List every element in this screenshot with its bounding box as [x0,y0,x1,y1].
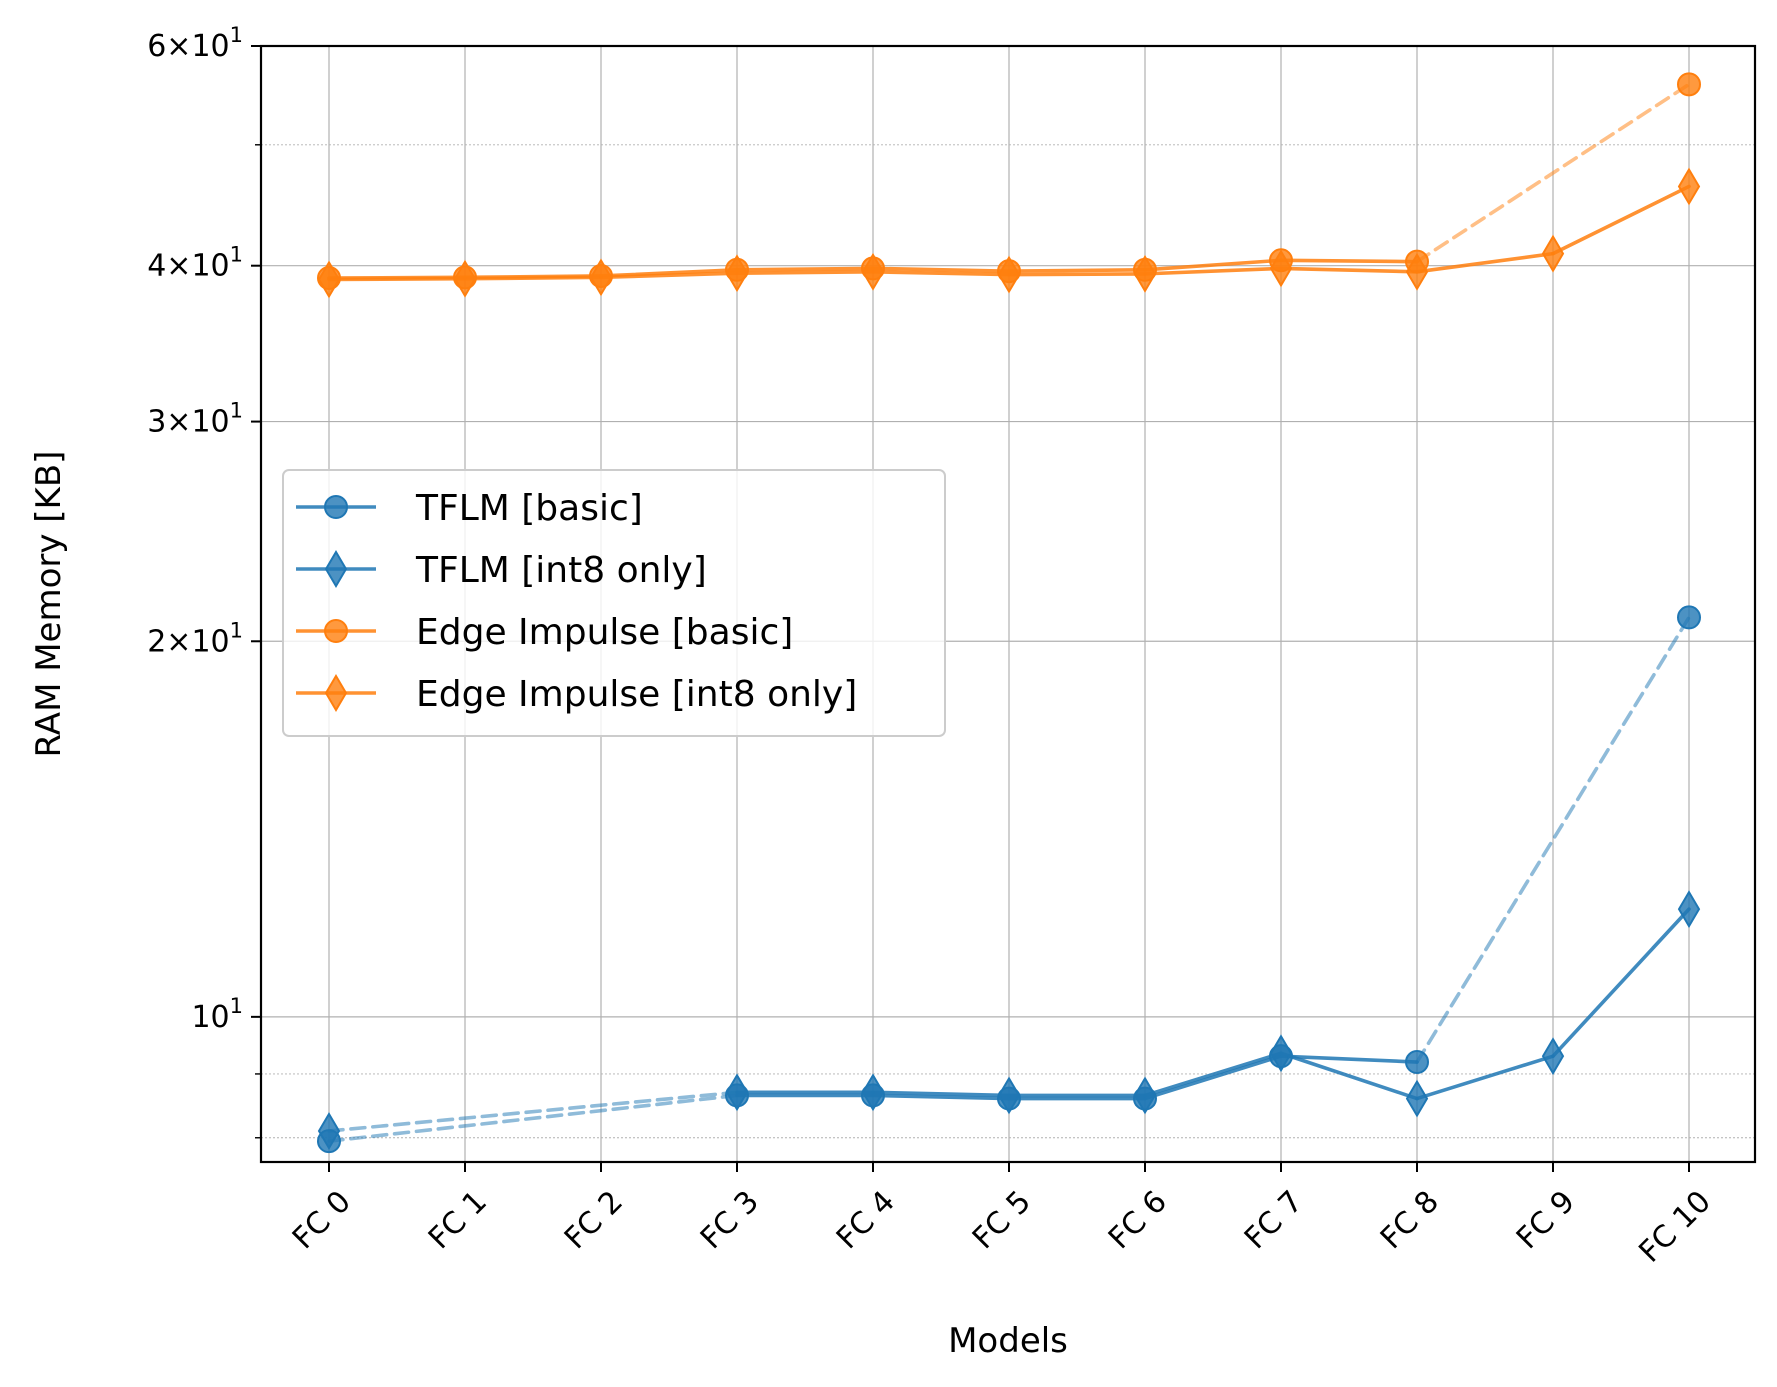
data-point [997,255,1021,294]
data-point [1133,1076,1157,1115]
data-point [1541,1037,1565,1076]
data-point [1541,234,1565,273]
data-point [1677,605,1701,630]
legend-label: Edge Impulse [int8 only] [416,674,857,715]
series-line-segment [1551,184,1691,256]
series-line-segment [1279,258,1419,264]
y-axis-title: RAM Memory [KB] [29,451,69,758]
series-line-segment [1143,266,1283,276]
legend-entry: Edge Impulse [int8 only] [296,674,857,715]
series-line-segment [463,275,603,281]
data-point [1405,1079,1429,1118]
series-line-segment [1007,267,1147,273]
series-line-segment [327,276,467,282]
series-line-segment [1279,266,1419,274]
legend-label: TFLM [basic] [415,488,643,529]
y-tick-label: 3×101 [147,399,243,440]
y-tick-label: 6×101 [147,23,243,64]
legend-label: Edge Impulse [basic] [416,612,793,653]
series-line-segment [1143,1054,1283,1101]
data-point [1405,252,1429,291]
series-line-segment [1279,1054,1419,1064]
data-point [1405,1050,1429,1075]
data-point [1269,1034,1293,1073]
series-line-segment [1415,251,1555,274]
legend: TFLM [basic] TFLM [int8 only] Edge Impulse… [282,469,946,737]
data-point [1677,167,1701,206]
data-point [1269,249,1293,288]
series-line-segment [1551,907,1691,1058]
legend-marker [324,619,348,643]
data-point [1677,890,1701,929]
series-line-segment [1007,272,1147,277]
legend-marker [324,674,348,712]
legend-entry: TFLM [basic] [296,488,643,529]
legend-entry: Edge Impulse [basic] [296,612,793,653]
data-point [861,1073,885,1112]
series-gap-segment [1415,615,1691,1064]
series-line-segment [1279,1051,1419,1101]
series-3 [317,167,1701,299]
series-line-segment [1143,258,1283,272]
legend-label: TFLM [int8 only] [415,550,707,591]
data-point [317,260,341,299]
series-line-segment [735,270,875,276]
data-point [453,259,477,298]
series-line-segment [1415,1054,1555,1101]
series-line-segment [871,1093,1011,1101]
x-axis-title: Models [948,1321,1068,1361]
legend-marker [324,495,348,519]
y-tick-label: 4×101 [147,243,243,284]
series-line-segment [871,270,1011,277]
data-point [1133,254,1157,293]
data-point [997,1076,1021,1115]
series-line-segment [1143,1051,1283,1098]
series-layer [317,72,1701,1154]
legend-entry: TFLM [int8 only] [296,550,707,591]
legend-marker [324,550,348,588]
data-point [1677,72,1701,97]
series-gap-segment [327,1093,739,1143]
series-gap-segment [327,1090,739,1133]
y-tick-label: 2×101 [147,618,243,659]
series-line-segment [599,271,739,280]
data-point [861,252,885,291]
series-1 [317,890,1701,1151]
data-point [725,254,749,293]
data-point [317,1112,341,1151]
legend-box [282,469,946,737]
data-point [725,1073,749,1112]
series-line-segment [871,266,1011,273]
series-line-segment [871,1090,1011,1098]
data-point [589,258,613,297]
series-line-segment [735,266,875,272]
series-gap-segment [1415,82,1691,264]
